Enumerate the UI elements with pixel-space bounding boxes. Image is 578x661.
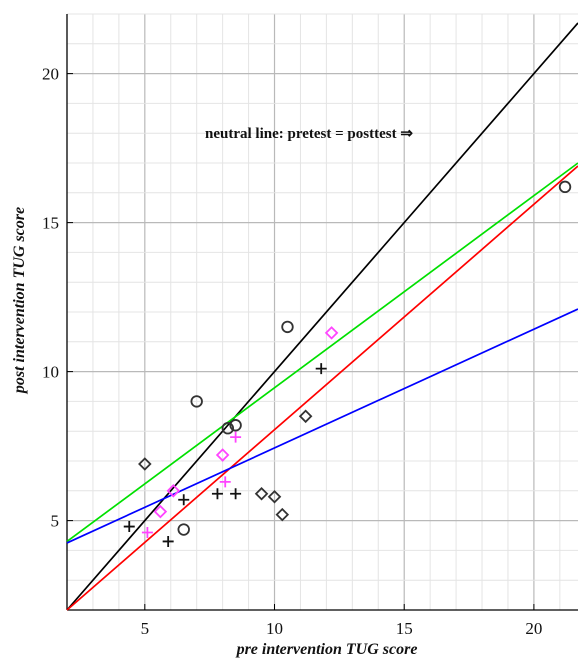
fit-lines: [66, 22, 578, 611]
x-tick-label: 20: [525, 619, 542, 638]
x-tick-label: 15: [396, 619, 413, 638]
blue-fit-line: [66, 308, 578, 544]
plus-point: [178, 494, 190, 506]
data-points: [123, 180, 572, 547]
diamond-point: [138, 457, 152, 471]
y-tick-label: 15: [42, 214, 59, 233]
circle-point: [177, 523, 190, 536]
x-tick-label: 10: [266, 619, 283, 638]
diamond-point: [275, 507, 290, 522]
grid: [66, 13, 578, 611]
tick-labels: 5 10 15 20 5 10 15 20: [42, 65, 542, 638]
x-axis-title: pre intervention TUG score: [235, 641, 418, 658]
plus-point: [219, 476, 231, 488]
circle-point: [190, 395, 203, 408]
circle-point: [281, 320, 294, 334]
neutral-line-annotation: neutral line: pretest = posttest ⇒: [205, 126, 413, 142]
x-tick-label: 5: [141, 619, 150, 638]
plus-point: [123, 521, 135, 533]
axes: [66, 14, 578, 611]
plus-point: [230, 431, 242, 443]
plus-point: [211, 488, 223, 500]
green-fit-line: [66, 162, 578, 543]
y-tick-label: 10: [42, 363, 59, 382]
diamond-point: [298, 409, 313, 424]
circle-point: [229, 419, 242, 432]
y-tick-label: 5: [51, 512, 60, 531]
diamond-point: [324, 326, 339, 340]
circle-point: [221, 422, 235, 435]
plus-point: [230, 488, 242, 500]
diamond-point: [254, 487, 269, 501]
plus-point: [315, 363, 327, 375]
circle-point: [558, 180, 572, 194]
neutral-line: [66, 22, 578, 611]
red-fit-line: [66, 165, 578, 611]
diamond-point: [153, 504, 168, 519]
diamond-point: [215, 448, 230, 462]
plus-point: [141, 527, 153, 539]
y-tick-label: 20: [42, 65, 59, 84]
diamond-point: [166, 484, 181, 498]
diamond-point: [267, 489, 282, 504]
y-axis-title: post intervention TUG score: [11, 207, 28, 395]
plus-point: [162, 535, 174, 547]
